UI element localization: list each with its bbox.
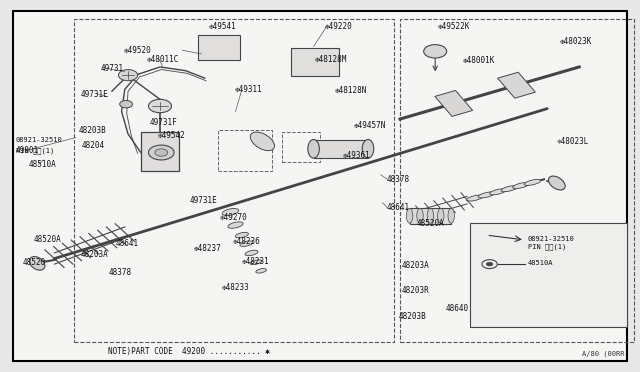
Text: 48378: 48378 [109,268,132,277]
Text: PIN ピン(1): PIN ピン(1) [16,147,54,154]
Text: 48203A: 48203A [81,250,109,259]
Text: 48203A: 48203A [402,262,430,270]
Text: ❉48001K: ❉48001K [463,56,495,65]
Text: 48378: 48378 [387,175,410,184]
Text: 48641: 48641 [387,203,410,212]
Ellipse shape [513,183,529,189]
Ellipse shape [428,208,434,223]
Ellipse shape [256,269,266,273]
Ellipse shape [417,208,423,223]
Text: 48520A: 48520A [34,235,62,244]
Ellipse shape [250,260,262,264]
Circle shape [424,45,447,58]
Bar [218,130,272,171]
Text: 48203B: 48203B [399,312,427,321]
Ellipse shape [467,195,483,201]
Ellipse shape [362,140,374,158]
Bar [291,48,339,76]
Bar [74,19,394,342]
Text: 08921-32510: 08921-32510 [16,137,63,142]
Bar [410,208,451,224]
Text: ❉48128N: ❉48128N [335,86,367,94]
Text: PIN ピン(1): PIN ピン(1) [528,243,566,250]
Text: ❉49541: ❉49541 [209,22,237,31]
Ellipse shape [448,208,454,223]
Text: ❉49220: ❉49220 [325,22,353,31]
Text: ❉49361: ❉49361 [343,151,371,160]
Text: 49731: 49731 [100,64,124,73]
Bar [314,140,368,158]
Text: ❉48011C: ❉48011C [147,55,179,64]
Text: ❈48023L: ❈48023L [557,137,589,146]
Circle shape [148,99,172,113]
Ellipse shape [236,232,248,238]
Circle shape [120,100,132,108]
Ellipse shape [478,192,495,198]
Text: ❉48231: ❉48231 [242,257,270,266]
Text: A/80 (00RR: A/80 (00RR [582,351,624,357]
Circle shape [155,149,168,156]
Bar [282,132,320,162]
Ellipse shape [240,241,253,246]
Text: 49001: 49001 [16,146,39,155]
Text: 48204: 48204 [81,141,104,150]
Text: 48641: 48641 [115,239,138,248]
Circle shape [148,145,174,160]
Ellipse shape [228,222,243,228]
Text: ❉48236: ❉48236 [232,237,260,246]
Text: ❉49542: ❉49542 [157,131,186,140]
Bar [497,72,536,98]
Circle shape [118,70,138,81]
Ellipse shape [308,140,319,158]
Text: 48203R: 48203R [402,286,430,295]
Ellipse shape [406,208,413,223]
Text: 08921-32510: 08921-32510 [528,236,575,242]
Text: 48510A: 48510A [29,160,56,169]
Text: 48510A: 48510A [528,260,554,266]
Bar [141,132,179,171]
Ellipse shape [548,176,565,190]
Ellipse shape [524,179,541,185]
Text: ❉48128M: ❉48128M [316,55,348,64]
Text: 48520A: 48520A [416,219,444,228]
Text: ❉48237: ❉48237 [194,244,222,253]
Text: ❉49457N: ❉49457N [354,121,386,130]
Ellipse shape [245,250,258,256]
Text: ❉48023K: ❉48023K [560,37,592,46]
Text: ❉48233: ❉48233 [221,283,250,292]
Text: 48520: 48520 [22,258,45,267]
Text: ❉49270: ❉49270 [220,213,248,222]
Text: 49731E: 49731E [189,196,218,205]
Text: ❉49520: ❉49520 [124,46,152,55]
Ellipse shape [222,208,239,216]
Circle shape [486,262,493,266]
Text: NOTE)PART CODE  49200 ........... ✱: NOTE)PART CODE 49200 ........... ✱ [108,347,269,356]
Ellipse shape [490,189,506,195]
Bar [198,35,240,60]
Text: ❉49522K: ❉49522K [438,22,470,31]
Text: 49731F: 49731F [149,118,177,126]
FancyArrowPatch shape [433,58,437,70]
Ellipse shape [250,132,275,151]
Ellipse shape [501,186,518,192]
Bar [435,90,473,116]
Text: 48203B: 48203B [79,126,107,135]
Ellipse shape [438,208,444,223]
Bar [400,19,634,342]
Text: 48640: 48640 [446,304,469,312]
Text: ❉49311: ❉49311 [234,85,262,94]
Text: 49731E: 49731E [81,90,109,99]
Bar [470,223,627,327]
Ellipse shape [29,257,45,270]
